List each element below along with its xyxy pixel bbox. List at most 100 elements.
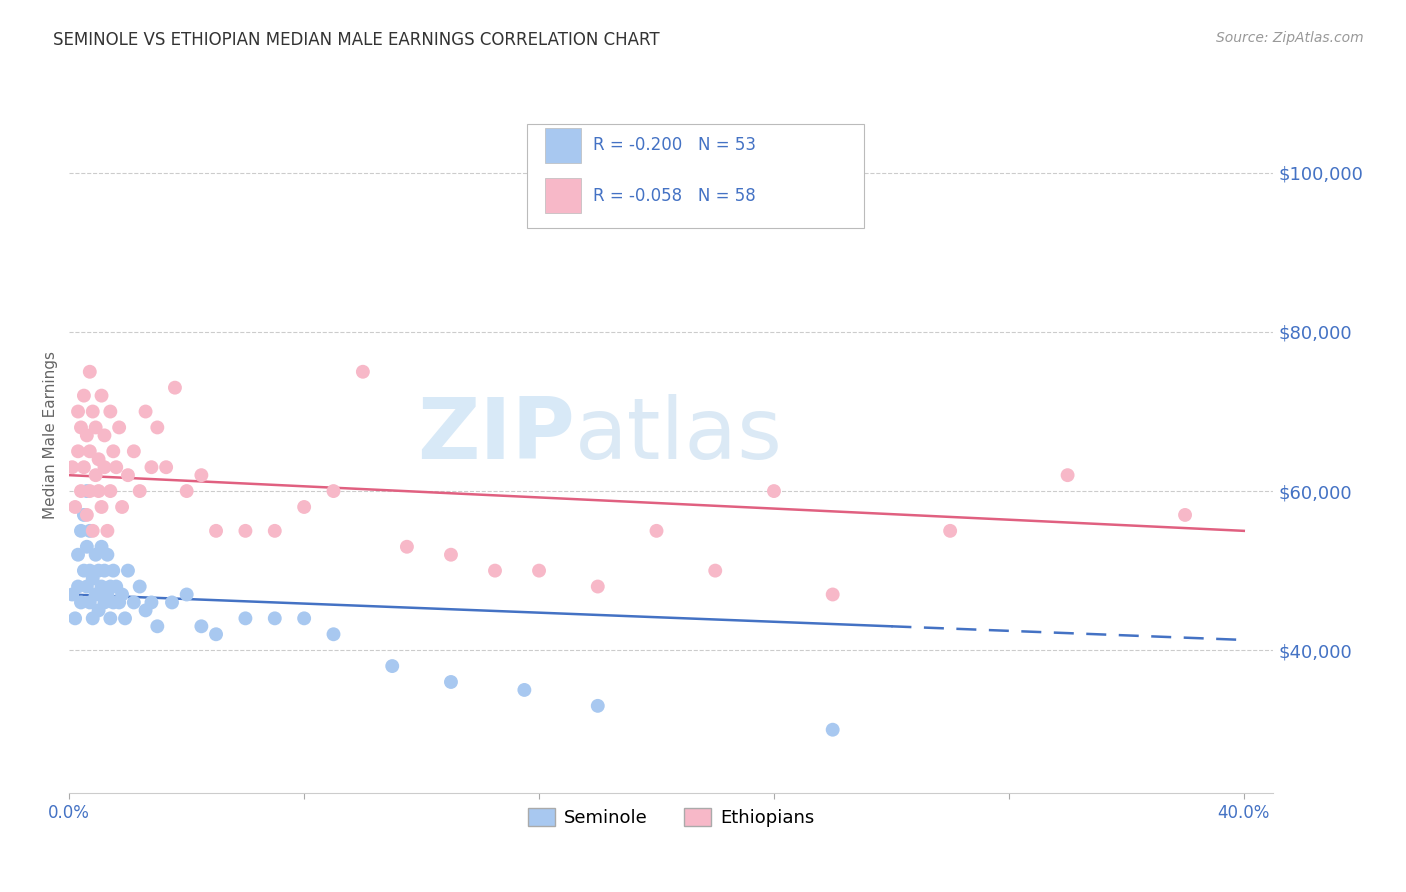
Point (79, 564, 101, 578)
Point (96, 587, 118, 601)
Text: atlas: atlas (575, 394, 783, 477)
Point (73, 389, 96, 403)
Point (87, 452, 110, 467)
Point (108, 420, 131, 434)
Point (70, 420, 93, 434)
Point (63, 500, 86, 514)
Point (205, 627, 228, 641)
Point (135, 404, 157, 418)
FancyBboxPatch shape (544, 128, 581, 162)
Point (93, 595, 115, 609)
Point (76, 484, 98, 499)
Point (105, 580, 128, 594)
Point (160, 595, 183, 609)
Point (1174, 508, 1197, 522)
Point (67, 580, 90, 594)
Point (111, 587, 134, 601)
Legend: Seminole, Ethiopians: Seminole, Ethiopians (520, 801, 821, 834)
Point (90, 389, 112, 403)
Point (70, 484, 93, 499)
Point (82, 404, 104, 418)
Point (235, 611, 257, 625)
Point (176, 484, 198, 499)
Point (704, 564, 727, 578)
Text: Source: ZipAtlas.com: Source: ZipAtlas.com (1216, 31, 1364, 45)
Point (527, 564, 550, 578)
Point (82, 611, 104, 625)
Point (645, 524, 668, 538)
Point (90, 580, 112, 594)
Point (163, 381, 186, 395)
Point (484, 564, 506, 578)
Point (79, 365, 101, 379)
Point (322, 484, 344, 499)
Point (73, 564, 96, 578)
Point (263, 611, 285, 625)
Point (122, 444, 145, 458)
Point (381, 659, 404, 673)
Point (117, 564, 139, 578)
Point (93, 564, 115, 578)
Point (117, 468, 139, 483)
Point (67, 444, 90, 458)
Text: ZIP: ZIP (418, 394, 575, 477)
Point (90, 500, 112, 514)
Point (103, 564, 125, 578)
Point (114, 611, 136, 625)
Y-axis label: Median Male Earnings: Median Male Earnings (44, 351, 58, 519)
Point (76, 580, 98, 594)
Point (205, 524, 228, 538)
Point (73, 508, 96, 522)
Text: SEMINOLE VS ETHIOPIAN MEDIAN MALE EARNINGS CORRELATION CHART: SEMINOLE VS ETHIOPIAN MEDIAN MALE EARNIN… (53, 31, 659, 49)
Point (586, 698, 609, 713)
Point (135, 603, 157, 617)
Point (98, 611, 121, 625)
Point (176, 587, 198, 601)
Point (762, 484, 785, 499)
Point (128, 484, 150, 499)
Point (292, 611, 315, 625)
Point (111, 500, 134, 514)
Point (82, 524, 104, 538)
Point (128, 580, 150, 594)
Point (292, 500, 315, 514)
Point (84, 468, 107, 483)
Point (96, 524, 118, 538)
Point (60, 460, 83, 475)
Point (352, 365, 374, 379)
Point (76, 508, 98, 522)
Point (79, 524, 101, 538)
FancyBboxPatch shape (544, 178, 581, 213)
Point (76, 540, 98, 554)
Point (84, 587, 107, 601)
Point (1056, 468, 1078, 483)
Point (141, 595, 163, 609)
Point (235, 524, 257, 538)
Point (146, 619, 169, 633)
Point (322, 627, 344, 641)
Point (70, 595, 93, 609)
Point (79, 444, 101, 458)
Point (82, 572, 104, 586)
Point (98, 580, 121, 594)
FancyBboxPatch shape (527, 124, 863, 227)
Point (821, 587, 844, 601)
Point (440, 675, 463, 690)
Point (146, 420, 169, 434)
Point (440, 548, 463, 562)
Text: R = -0.200   N = 53: R = -0.200 N = 53 (593, 136, 756, 154)
Point (103, 444, 125, 458)
Point (105, 460, 128, 475)
Point (98, 484, 121, 499)
Point (67, 548, 90, 562)
Point (67, 404, 90, 418)
Point (96, 548, 118, 562)
Point (87, 564, 110, 578)
Point (84, 420, 107, 434)
Point (155, 460, 177, 475)
Point (821, 723, 844, 737)
Point (395, 540, 418, 554)
Point (76, 428, 98, 442)
Point (70, 524, 93, 538)
Point (108, 595, 131, 609)
